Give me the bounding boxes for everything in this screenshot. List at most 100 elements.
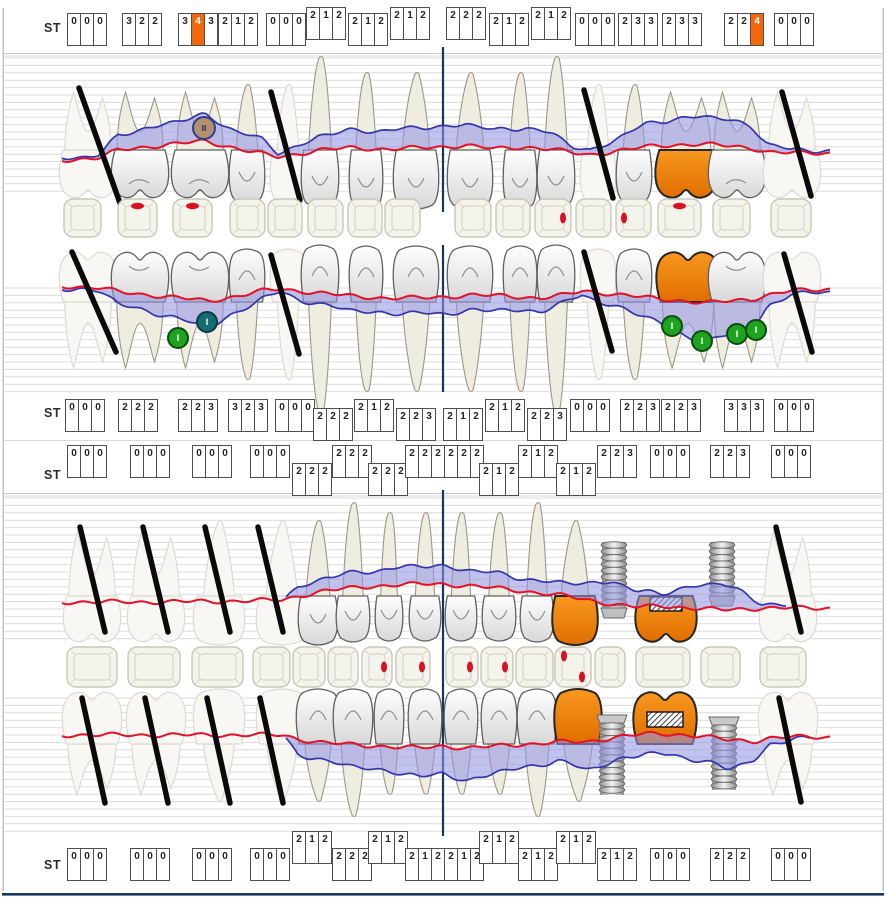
st-cell[interactable]: 1 (531, 848, 545, 881)
st-cell[interactable]: 0 (67, 445, 81, 478)
st-cell[interactable]: 2 (724, 13, 738, 46)
st-cell[interactable]: 0 (80, 445, 94, 478)
tooth[interactable] (757, 691, 819, 797)
st-cell[interactable]: 2 (313, 408, 327, 441)
st-cell[interactable]: 0 (588, 13, 602, 46)
tooth[interactable] (502, 245, 538, 393)
st-cell[interactable]: 0 (583, 399, 597, 432)
st-cell[interactable]: 0 (250, 445, 264, 478)
st-cell[interactable]: 2 (582, 831, 596, 864)
st-cell[interactable]: 2 (544, 445, 558, 478)
occlusal-surface-icon[interactable] (191, 646, 244, 688)
st-cell[interactable]: 0 (288, 399, 302, 432)
st-cell[interactable]: 2 (306, 7, 320, 40)
occlusal-surface-icon[interactable] (307, 198, 344, 238)
st-cell[interactable]: 0 (205, 445, 219, 478)
occlusal-surface-icon[interactable] (63, 198, 102, 238)
missing-tooth-mark[interactable] (581, 249, 615, 354)
st-cell[interactable]: 2 (443, 408, 457, 441)
missing-tooth-mark[interactable] (77, 524, 108, 635)
st-cell[interactable]: 0 (263, 848, 277, 881)
st-cell[interactable]: 0 (275, 399, 289, 432)
st-cell[interactable]: 2 (374, 13, 388, 46)
st-cell[interactable]: 3 (736, 445, 750, 478)
st-cell[interactable]: 0 (192, 445, 206, 478)
st-cell[interactable]: 1 (492, 463, 506, 496)
st-cell[interactable]: 2 (518, 445, 532, 478)
missing-tooth-mark[interactable] (781, 251, 815, 355)
occlusal-surface-icon[interactable] (395, 646, 431, 688)
st-cell[interactable]: 2 (723, 445, 737, 478)
st-cell[interactable]: 1 (361, 13, 375, 46)
st-cell[interactable]: 2 (527, 408, 541, 441)
occlusal-surface-icon[interactable] (347, 198, 383, 238)
furcation-marker[interactable]: I (726, 323, 748, 345)
occlusal-surface-icon[interactable] (292, 646, 326, 688)
st-cell[interactable]: 2 (368, 831, 382, 864)
st-cell[interactable]: 2 (710, 445, 724, 478)
st-cell[interactable]: 3 (178, 13, 192, 46)
occlusal-surface-icon[interactable] (267, 198, 303, 238)
st-cell[interactable]: 3 (422, 408, 436, 441)
st-cell[interactable]: 2 (444, 848, 458, 881)
st-cell[interactable]: 2 (118, 399, 132, 432)
st-cell[interactable]: 0 (292, 13, 306, 46)
missing-tooth-mark[interactable] (268, 89, 303, 203)
st-cell[interactable]: 0 (774, 13, 788, 46)
furcation-marker[interactable]: I (167, 327, 189, 349)
st-cell[interactable]: 2 (674, 399, 688, 432)
st-cell[interactable]: 2 (345, 445, 359, 478)
st-cell[interactable]: 0 (130, 445, 144, 478)
st-cell[interactable]: 2 (218, 13, 232, 46)
occlusal-surface-icon[interactable] (635, 646, 691, 688)
st-cell[interactable]: 0 (784, 445, 798, 478)
st-cell[interactable]: 0 (276, 848, 290, 881)
st-cell[interactable]: 2 (332, 7, 346, 40)
st-cell[interactable]: 2 (623, 848, 637, 881)
st-cell[interactable]: 0 (663, 848, 677, 881)
st-cell[interactable]: 0 (797, 848, 811, 881)
st-cell[interactable]: 2 (241, 399, 255, 432)
missing-tooth-mark[interactable] (142, 695, 171, 806)
st-cell[interactable]: 0 (205, 848, 219, 881)
tooth[interactable] (392, 245, 440, 393)
furcation-marker[interactable]: I (745, 319, 767, 341)
tooth[interactable] (228, 248, 266, 381)
st-cell[interactable]: 3 (646, 399, 660, 432)
st-cell[interactable]: 3 (737, 399, 751, 432)
occlusal-surface-icon[interactable] (172, 198, 213, 238)
st-cell[interactable]: 0 (266, 13, 280, 46)
st-cell[interactable]: 2 (457, 445, 471, 478)
st-cell[interactable]: 3 (724, 399, 738, 432)
st-cell[interactable]: 2 (518, 848, 532, 881)
st-cell[interactable]: 0 (80, 13, 94, 46)
tooth[interactable] (255, 519, 309, 646)
st-cell[interactable]: 3 (688, 13, 702, 46)
st-cell[interactable]: 1 (492, 831, 506, 864)
tooth[interactable] (579, 248, 617, 381)
st-cell[interactable]: 3 (623, 445, 637, 478)
st-cell[interactable]: 0 (800, 399, 814, 432)
st-cell[interactable]: 0 (650, 848, 664, 881)
occlusal-surface-icon[interactable] (594, 646, 626, 688)
occlusal-surface-icon[interactable] (759, 646, 807, 688)
occlusal-surface-icon[interactable] (454, 198, 492, 238)
st-cell[interactable]: 2 (511, 399, 525, 432)
st-cell[interactable]: 0 (78, 399, 92, 432)
